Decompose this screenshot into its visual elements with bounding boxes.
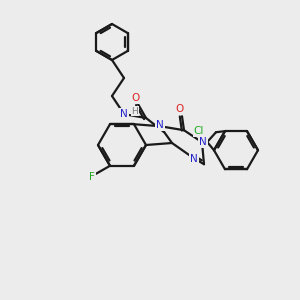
- Text: N: N: [190, 154, 198, 164]
- Text: H: H: [132, 106, 138, 116]
- Text: O: O: [131, 93, 139, 103]
- Text: N: N: [156, 120, 164, 130]
- Text: F: F: [89, 172, 95, 182]
- Text: N: N: [120, 109, 128, 119]
- Text: O: O: [176, 104, 184, 114]
- Text: Cl: Cl: [194, 126, 204, 136]
- Text: N: N: [199, 137, 207, 147]
